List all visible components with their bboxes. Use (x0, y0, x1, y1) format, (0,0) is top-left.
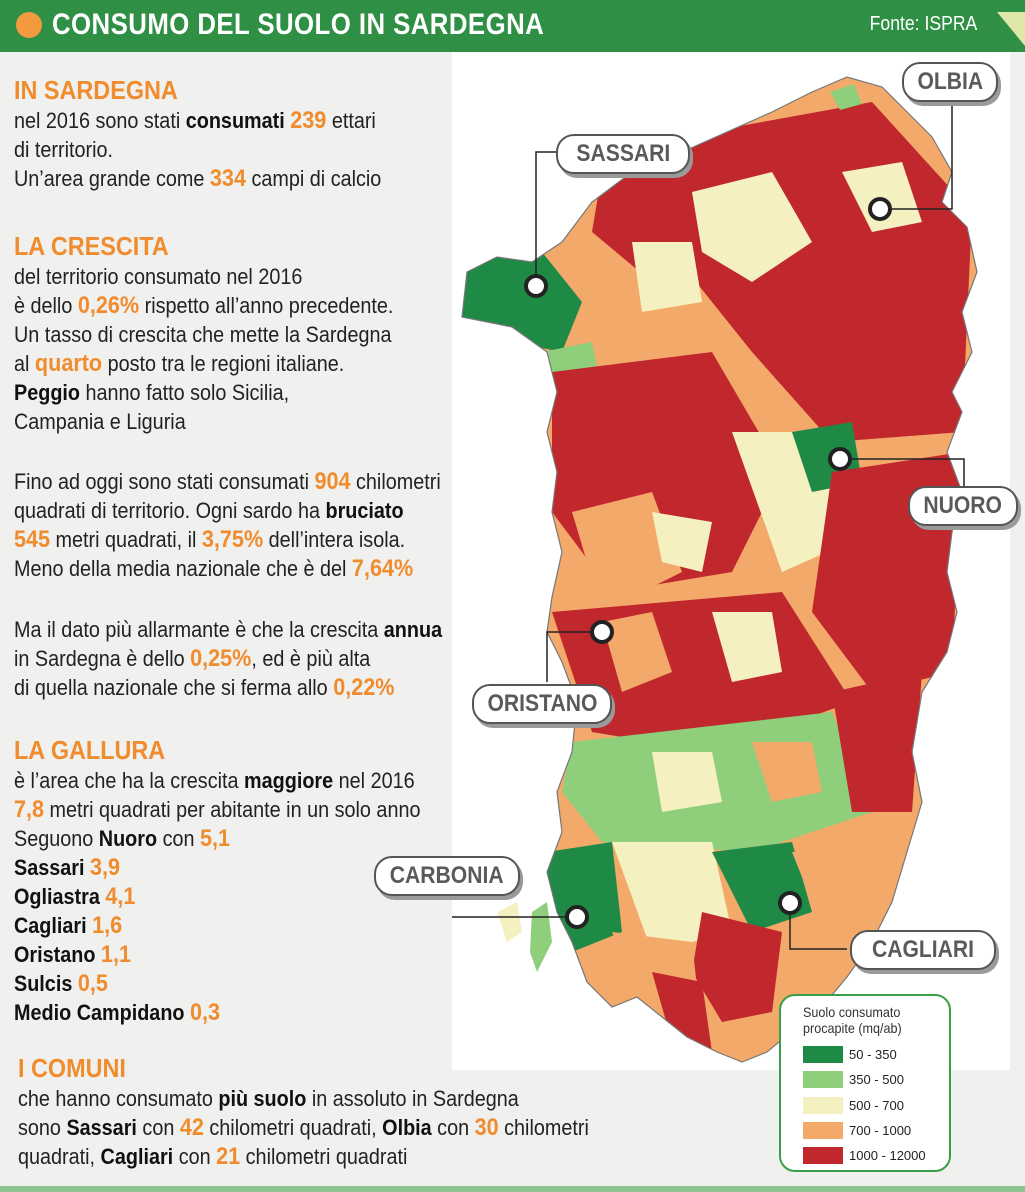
heading-crescita: LA CRESCITA (14, 231, 169, 261)
text-line: è dello 0,26% rispetto all’anno preceden… (14, 292, 394, 319)
sardinia-map-svg (452, 76, 978, 1063)
heading-in-sardegna: IN SARDEGNA (14, 75, 178, 105)
text-line: al quarto posto tra le regioni italiane. (14, 350, 345, 377)
legend-swatch (803, 1122, 843, 1139)
bottom-bar (0, 1186, 1025, 1192)
ranking-row: Cagliari 1,6 (14, 912, 123, 939)
sardinia-map (452, 52, 1010, 1070)
source-label: Fonte: ISPRA (869, 13, 977, 35)
text-line: Un tasso di crescita che mette la Sardeg… (14, 322, 392, 347)
text-line: Fino ad oggi sono stati consumati 904 ch… (14, 468, 441, 495)
city-markers (524, 197, 892, 929)
callout-carbonia: CARBONIA (374, 856, 520, 896)
text-line: è l’area che ha la crescita maggiore nel… (14, 768, 415, 793)
text-line: di territorio. (14, 137, 114, 162)
callout-olbia: OLBIA (902, 62, 998, 102)
text-line: 7,8 metri quadrati per abitante in un so… (14, 796, 421, 823)
section-comuni: I COMUNI che hanno consumato più suolo i… (18, 1052, 589, 1171)
marker-oristano (590, 620, 614, 644)
text-line: nel 2016 sono stati consumati 239 ettari (14, 107, 376, 134)
text-line: Campania e Liguria (14, 409, 186, 434)
legend-title: Suolo consumato procapite (mq/ab) (803, 1004, 902, 1036)
section-crescita-annua: Ma il dato più allarmante è che la cresc… (14, 615, 442, 702)
text-line: di quella nazionale che si ferma allo 0,… (14, 674, 395, 701)
marker-sassari (524, 274, 548, 298)
section-crescita: LA CRESCITA del territorio consumato nel… (14, 230, 393, 436)
heading-gallura: LA GALLURA (14, 735, 166, 765)
ranking-row: Ogliastra 4,1 (14, 883, 136, 910)
text-line: del territorio consumato nel 2016 (14, 264, 303, 289)
ranking-row: Sulcis 0,5 (14, 970, 108, 997)
marker-nuoro (828, 447, 852, 471)
marker-olbia (868, 197, 892, 221)
ranking-row: Sassari 3,9 (14, 854, 121, 881)
text-line: sono Sassari con 42 chilometri quadrati,… (18, 1114, 589, 1141)
section-gallura: LA GALLURA è l’area che ha la crescita m… (14, 734, 420, 1027)
callout-sassari: SASSARI (556, 134, 690, 174)
text-line: quadrati di territorio. Ogni sardo ha br… (14, 498, 404, 523)
text-line: in Sardegna è dello 0,25%, ed è più alta (14, 645, 371, 672)
map-regions (462, 77, 977, 1062)
header-bar: CONSUMO DEL SUOLO IN SARDEGNA Fonte: ISP… (0, 0, 1025, 52)
legend-swatch (803, 1147, 843, 1164)
orange-dot-icon (16, 12, 42, 38)
island-shape (497, 902, 522, 942)
coastline (461, 76, 978, 1063)
callout-nuoro: NUORO (908, 486, 1018, 526)
text-line: Seguono Nuoro con 5,1 (14, 825, 231, 852)
legend-swatch (803, 1097, 843, 1114)
ranking-row: Oristano 1,1 (14, 941, 131, 968)
leader-lines (452, 104, 965, 950)
text-line: Un’area grande come 334 campi di calcio (14, 165, 382, 192)
ranking-row: Medio Campidano 0,3 (14, 999, 221, 1026)
callout-cagliari: CAGLIARI (850, 930, 996, 970)
callout-oristano: ORISTANO (472, 684, 612, 724)
map-legend: Suolo consumato procapite (mq/ab) 50 - 3… (779, 994, 951, 1172)
text-line: quadrati, Cagliari con 21 chilometri qua… (18, 1143, 408, 1170)
section-consumati: Fino ad oggi sono stati consumati 904 ch… (14, 467, 441, 583)
legend-swatch (803, 1046, 843, 1063)
marker-carbonia (565, 905, 589, 929)
island-shape (830, 84, 862, 110)
heading-comuni: I COMUNI (18, 1053, 126, 1083)
corner-triangle-icon (997, 12, 1025, 46)
legend-swatch (803, 1071, 843, 1088)
text-line: Peggio hanno fatto solo Sicilia, (14, 380, 290, 405)
island-shape (530, 902, 552, 972)
text-line: 545 metri quadrati, il 3,75% dell’intera… (14, 526, 406, 553)
text-line: Ma il dato più allarmante è che la cresc… (14, 617, 443, 642)
page-title: CONSUMO DEL SUOLO IN SARDEGNA (52, 8, 545, 41)
section-in-sardegna: IN SARDEGNA nel 2016 sono stati consumat… (14, 74, 381, 193)
text-line: che hanno consumato più suolo in assolut… (18, 1086, 519, 1111)
text-line: Meno della media nazionale che è del 7,6… (14, 555, 414, 582)
marker-cagliari (778, 891, 802, 915)
